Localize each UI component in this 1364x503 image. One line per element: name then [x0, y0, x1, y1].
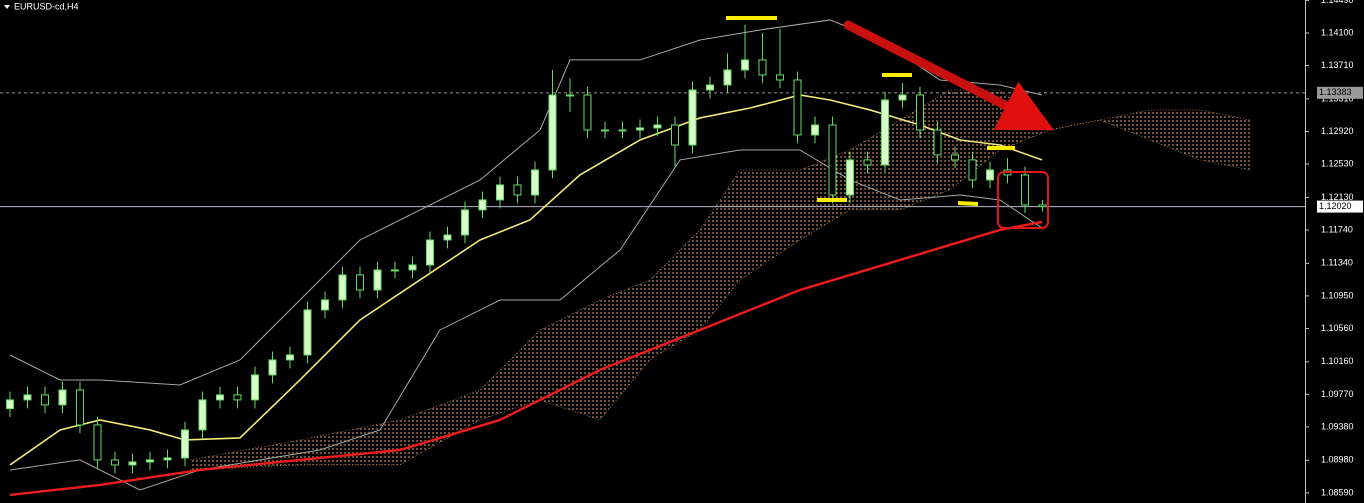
candle-body [478, 199, 487, 211]
y-tick-label: 1.09380 [1321, 421, 1354, 431]
title-icon [4, 5, 10, 9]
candle-body [408, 264, 417, 271]
candle-body [775, 74, 784, 81]
candle-body [40, 394, 49, 406]
candle-body [670, 124, 679, 146]
chart-title: EURUSD-cd,H4 [14, 1, 79, 11]
candle-body [303, 309, 312, 356]
candle-body [688, 89, 697, 146]
annotation-mark [957, 201, 979, 206]
candle-body [845, 159, 854, 196]
plot-area [0, 19, 1305, 497]
annotation-box [997, 171, 1049, 229]
candle-body [198, 399, 207, 431]
price-label: 1.13383 [1319, 87, 1352, 97]
y-tick-label: 1.10560 [1321, 323, 1354, 333]
candle-body [723, 69, 732, 86]
candle-body [495, 184, 504, 201]
candle-body [1020, 174, 1029, 206]
price-label-box [1317, 200, 1363, 213]
y-tick-label: 1.10160 [1321, 356, 1354, 366]
y-tick-label: 1.12530 [1321, 158, 1354, 168]
y-tick-label: 1.11340 [1321, 258, 1353, 268]
candle-body [653, 124, 662, 129]
candle-body [180, 429, 189, 459]
y-tick-label: 1.08980 [1321, 455, 1354, 465]
candle-body [898, 94, 907, 101]
y-tick-label: 1.11740 [1321, 224, 1353, 234]
candle-body [705, 84, 714, 91]
cloud-fill [190, 89, 1251, 470]
candle-body [968, 159, 977, 181]
price-label: 1.12020 [1319, 201, 1352, 211]
candle-body [863, 159, 872, 166]
candle-body [443, 234, 452, 241]
price-label-box [1317, 86, 1363, 99]
candle-body [373, 269, 382, 291]
y-tick-label: 1.14490 [1321, 0, 1354, 5]
candle-body [600, 129, 609, 132]
candle-body [513, 184, 522, 196]
candle-body [950, 154, 959, 161]
candle-body [565, 94, 574, 97]
indicator-line [9, 94, 1043, 466]
candle-body [810, 124, 819, 136]
indicator-line [9, 220, 1043, 497]
candle-body [320, 299, 329, 311]
candle-body [338, 274, 347, 301]
y-tick-label: 1.14100 [1321, 27, 1354, 37]
candle-body [5, 399, 14, 410]
candle-body [128, 461, 137, 466]
y-tick-label: 1.12920 [1321, 126, 1354, 136]
candle-body [635, 127, 644, 131]
candle-body [583, 94, 592, 131]
candle-body [75, 389, 84, 426]
candle-body [933, 129, 942, 156]
y-tick-label: 1.08590 [1321, 487, 1354, 497]
candle-body [740, 59, 749, 71]
candle-body [110, 459, 119, 466]
candle-body [460, 209, 469, 236]
price-axis: 1.144901.141001.137101.133101.129201.125… [1305, 0, 1363, 497]
candle-body [93, 424, 102, 461]
annotations [726, 16, 1055, 229]
candle-body [268, 359, 277, 376]
candle-body [355, 274, 364, 291]
candle-body [828, 124, 837, 196]
y-tick-label: 1.13710 [1321, 60, 1354, 70]
candle-body [880, 99, 889, 166]
candle-body [915, 94, 924, 131]
annotation-arrow [843, 20, 1055, 131]
candle-body [548, 94, 557, 171]
candle-body [985, 169, 994, 181]
candle-body [425, 239, 434, 266]
candle-body [390, 269, 399, 272]
candle-body [530, 169, 539, 196]
candle-body [163, 457, 172, 461]
y-tick-label: 1.10950 [1321, 290, 1354, 300]
candle-body [793, 79, 802, 136]
candle-body [1038, 204, 1047, 208]
candle-body [758, 59, 767, 76]
candle-body [618, 129, 627, 132]
candle-body [145, 459, 154, 463]
candle-body [58, 389, 67, 406]
y-tick-label: 1.12130 [1321, 192, 1354, 202]
candle-body [250, 374, 259, 401]
y-tick-label: 1.09770 [1321, 389, 1354, 399]
candle-body [233, 394, 242, 401]
candle-body [23, 394, 32, 401]
candle-body [285, 354, 294, 361]
candle-body [215, 394, 224, 401]
